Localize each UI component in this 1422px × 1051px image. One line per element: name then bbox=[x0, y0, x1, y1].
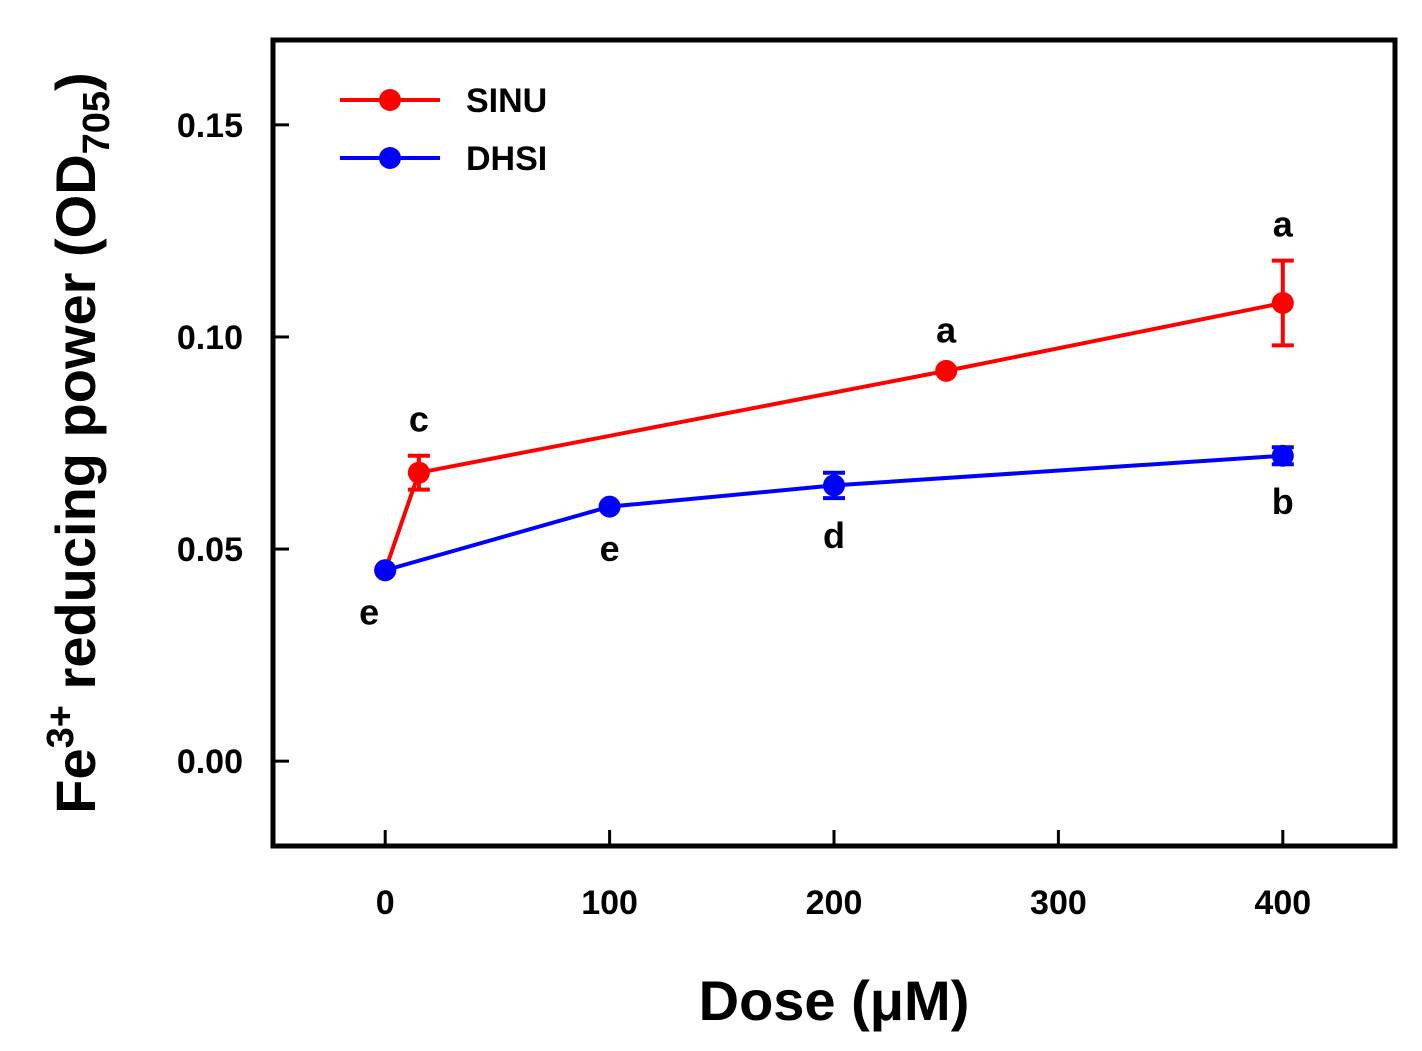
y-axis-title-prefix: Fe bbox=[44, 748, 107, 813]
y-axis-title-sub: 705 bbox=[76, 91, 118, 154]
data-point-sinu bbox=[407, 461, 430, 484]
y-axis-title-main: reducing power (OD bbox=[44, 154, 107, 705]
significance-label: a bbox=[936, 310, 957, 351]
x-tick-label: 100 bbox=[581, 884, 638, 922]
legend-marker bbox=[379, 89, 401, 111]
data-point-dhsi bbox=[1271, 444, 1294, 467]
significance-label: a bbox=[1273, 204, 1294, 245]
y-axis-title-suffix: ) bbox=[44, 72, 107, 91]
series-layer: c a a e e d b bbox=[359, 204, 1294, 633]
legend-marker bbox=[379, 147, 401, 169]
data-point-sinu bbox=[935, 359, 958, 382]
data-point-dhsi bbox=[598, 495, 621, 518]
x-axis-title: Dose (μM) bbox=[699, 969, 970, 1032]
legend-label: SINU bbox=[466, 82, 547, 120]
plot-frame bbox=[270, 37, 1398, 849]
y-axis-title: Fe3+ reducing power (OD705) bbox=[40, 72, 118, 813]
series-line-sinu bbox=[383, 301, 1284, 571]
y-tick-label: 0.05 bbox=[177, 531, 243, 569]
legend-item-dhsi: DHSI bbox=[340, 140, 547, 178]
significance-label: e bbox=[600, 528, 620, 569]
significance-label: d bbox=[823, 515, 845, 556]
y-axis-title-sup: 3+ bbox=[40, 705, 82, 748]
data-point-dhsi bbox=[823, 474, 845, 497]
significance-label: b bbox=[1272, 481, 1294, 522]
y-tick-label: 0.15 bbox=[177, 107, 243, 145]
legend: SINU DHSI bbox=[340, 82, 547, 178]
y-tick-label: 0.10 bbox=[177, 319, 243, 357]
data-point-sinu bbox=[1271, 292, 1294, 315]
significance-label: e bbox=[359, 592, 379, 633]
series-line-dhsi bbox=[384, 453, 1283, 573]
y-tick-label: 0.00 bbox=[177, 743, 243, 781]
x-tick-label: 200 bbox=[806, 884, 863, 922]
data-point-dhsi bbox=[374, 559, 397, 582]
x-tick-label: 300 bbox=[1030, 884, 1087, 922]
x-tick-label: 400 bbox=[1254, 884, 1311, 922]
x-tick-label: 0 bbox=[376, 884, 395, 922]
series-dhsi: e e d b bbox=[359, 444, 1294, 633]
legend-item-sinu: SINU bbox=[340, 82, 547, 120]
significance-label: c bbox=[409, 399, 429, 440]
ticks: 0 100 200 300 400 0.00 0.05 0.10 0.15 bbox=[177, 107, 1311, 922]
legend-label: DHSI bbox=[466, 140, 547, 178]
